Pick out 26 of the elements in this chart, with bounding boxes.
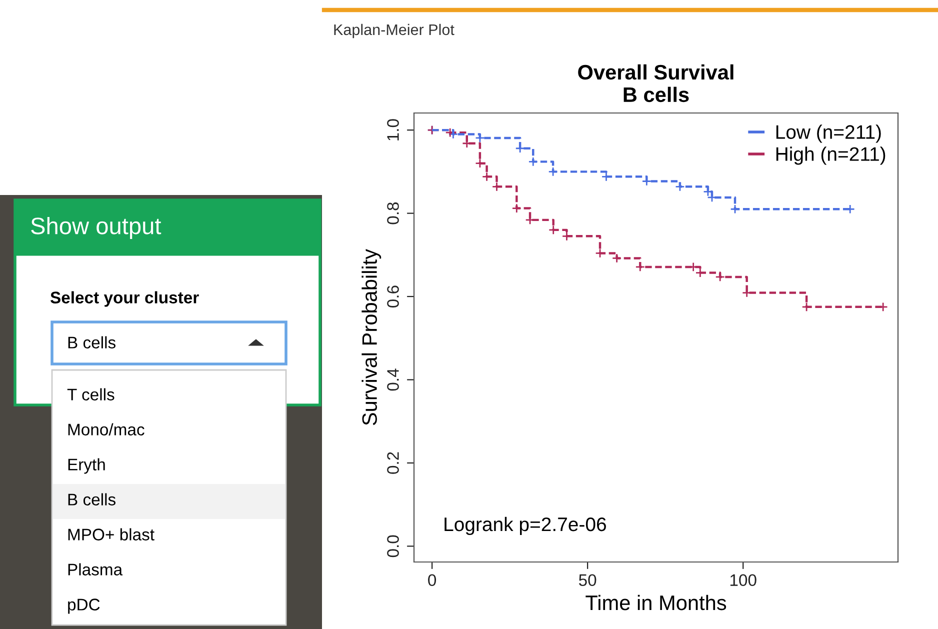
- text: MPO+ blast: [68, 528, 154, 540]
- text: pDC: [68, 598, 100, 614]
- text: Eryth: [68, 458, 105, 474]
- text: Plasma: [68, 563, 123, 576]
- y-tick-label: 0.2: [387, 452, 399, 474]
- text: Mono/mac: [68, 423, 144, 436]
- y-tick-label: 0.0: [387, 535, 399, 558]
- text: Kaplan-Meier Plot: [334, 24, 454, 38]
- y-tick-label: 1.0: [387, 119, 399, 140]
- annotation: Logrank p=2.7e-06: [444, 516, 606, 536]
- x-tick-label: 100: [730, 574, 756, 586]
- text: Show output: [31, 216, 162, 240]
- legend-label: Low (n=211): [776, 124, 881, 143]
- x-tick-label: 0: [428, 574, 436, 586]
- y-tick-label: 0.6: [387, 286, 399, 308]
- y-axis-title: Survival Probability: [362, 248, 382, 426]
- x-axis-title: Time in Months: [586, 594, 726, 610]
- text: T cells: [67, 388, 114, 400]
- y-tick-label: 0.4: [387, 368, 399, 391]
- legend-label: High (n=211): [776, 146, 886, 165]
- y-tick-label: 0.8: [387, 202, 399, 224]
- text: B cells: [68, 336, 116, 348]
- text: B cells: [68, 493, 116, 506]
- chart-title: Overall Survival B cells: [578, 64, 734, 102]
- x-tick-label: 50: [578, 574, 596, 586]
- text: Select your cluster: [50, 291, 199, 307]
